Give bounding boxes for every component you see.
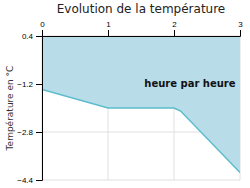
marks xyxy=(42,36,240,173)
tick-label: −1.2 xyxy=(17,80,33,89)
tick-label: 1 xyxy=(106,20,111,29)
tick-label: 2 xyxy=(172,20,177,29)
tick: −1.2 xyxy=(17,80,42,89)
title: Evolution de la température xyxy=(57,2,226,16)
tick-label: 0.4 xyxy=(22,32,34,41)
plot: 0 1 2 3 0.4 −1.2 −2.8 −4.4 heure par heure xyxy=(17,20,243,185)
y-axis: 0.4 −1.2 −2.8 −4.4 xyxy=(17,32,42,185)
x-axis: 0 1 2 3 xyxy=(40,20,243,37)
tick-label: −4.4 xyxy=(17,176,33,185)
tick: 2 xyxy=(172,20,177,36)
tick-mark xyxy=(42,30,43,36)
tick-mark xyxy=(36,180,42,181)
area xyxy=(42,36,240,173)
tick-mark xyxy=(36,36,42,37)
axis-line xyxy=(43,30,241,37)
tick-mark xyxy=(240,30,241,36)
tick-mark xyxy=(174,30,175,36)
tick: −2.8 xyxy=(17,128,42,137)
tick: 3 xyxy=(238,20,243,36)
tick-mark xyxy=(108,30,109,36)
annotation: heure par heure xyxy=(144,78,235,89)
chart: 0 1 2 3 0.4 −1.2 −2.8 −4.4 heure par heure Evolut… xyxy=(0,0,250,188)
tick: 0 xyxy=(40,20,45,36)
tick: 0.4 xyxy=(22,32,42,41)
tick: 1 xyxy=(106,20,111,36)
tick: −4.4 xyxy=(17,176,42,185)
axis-line xyxy=(36,37,43,181)
y-label: Température en °C xyxy=(5,66,15,152)
tick-label: 3 xyxy=(238,20,243,29)
line xyxy=(42,89,240,172)
tick-label: −2.8 xyxy=(17,128,33,137)
tick-mark xyxy=(36,84,42,85)
tick-label: 0 xyxy=(40,20,45,29)
tick-mark xyxy=(36,132,42,133)
grid xyxy=(42,36,240,180)
grid-line xyxy=(42,180,240,181)
